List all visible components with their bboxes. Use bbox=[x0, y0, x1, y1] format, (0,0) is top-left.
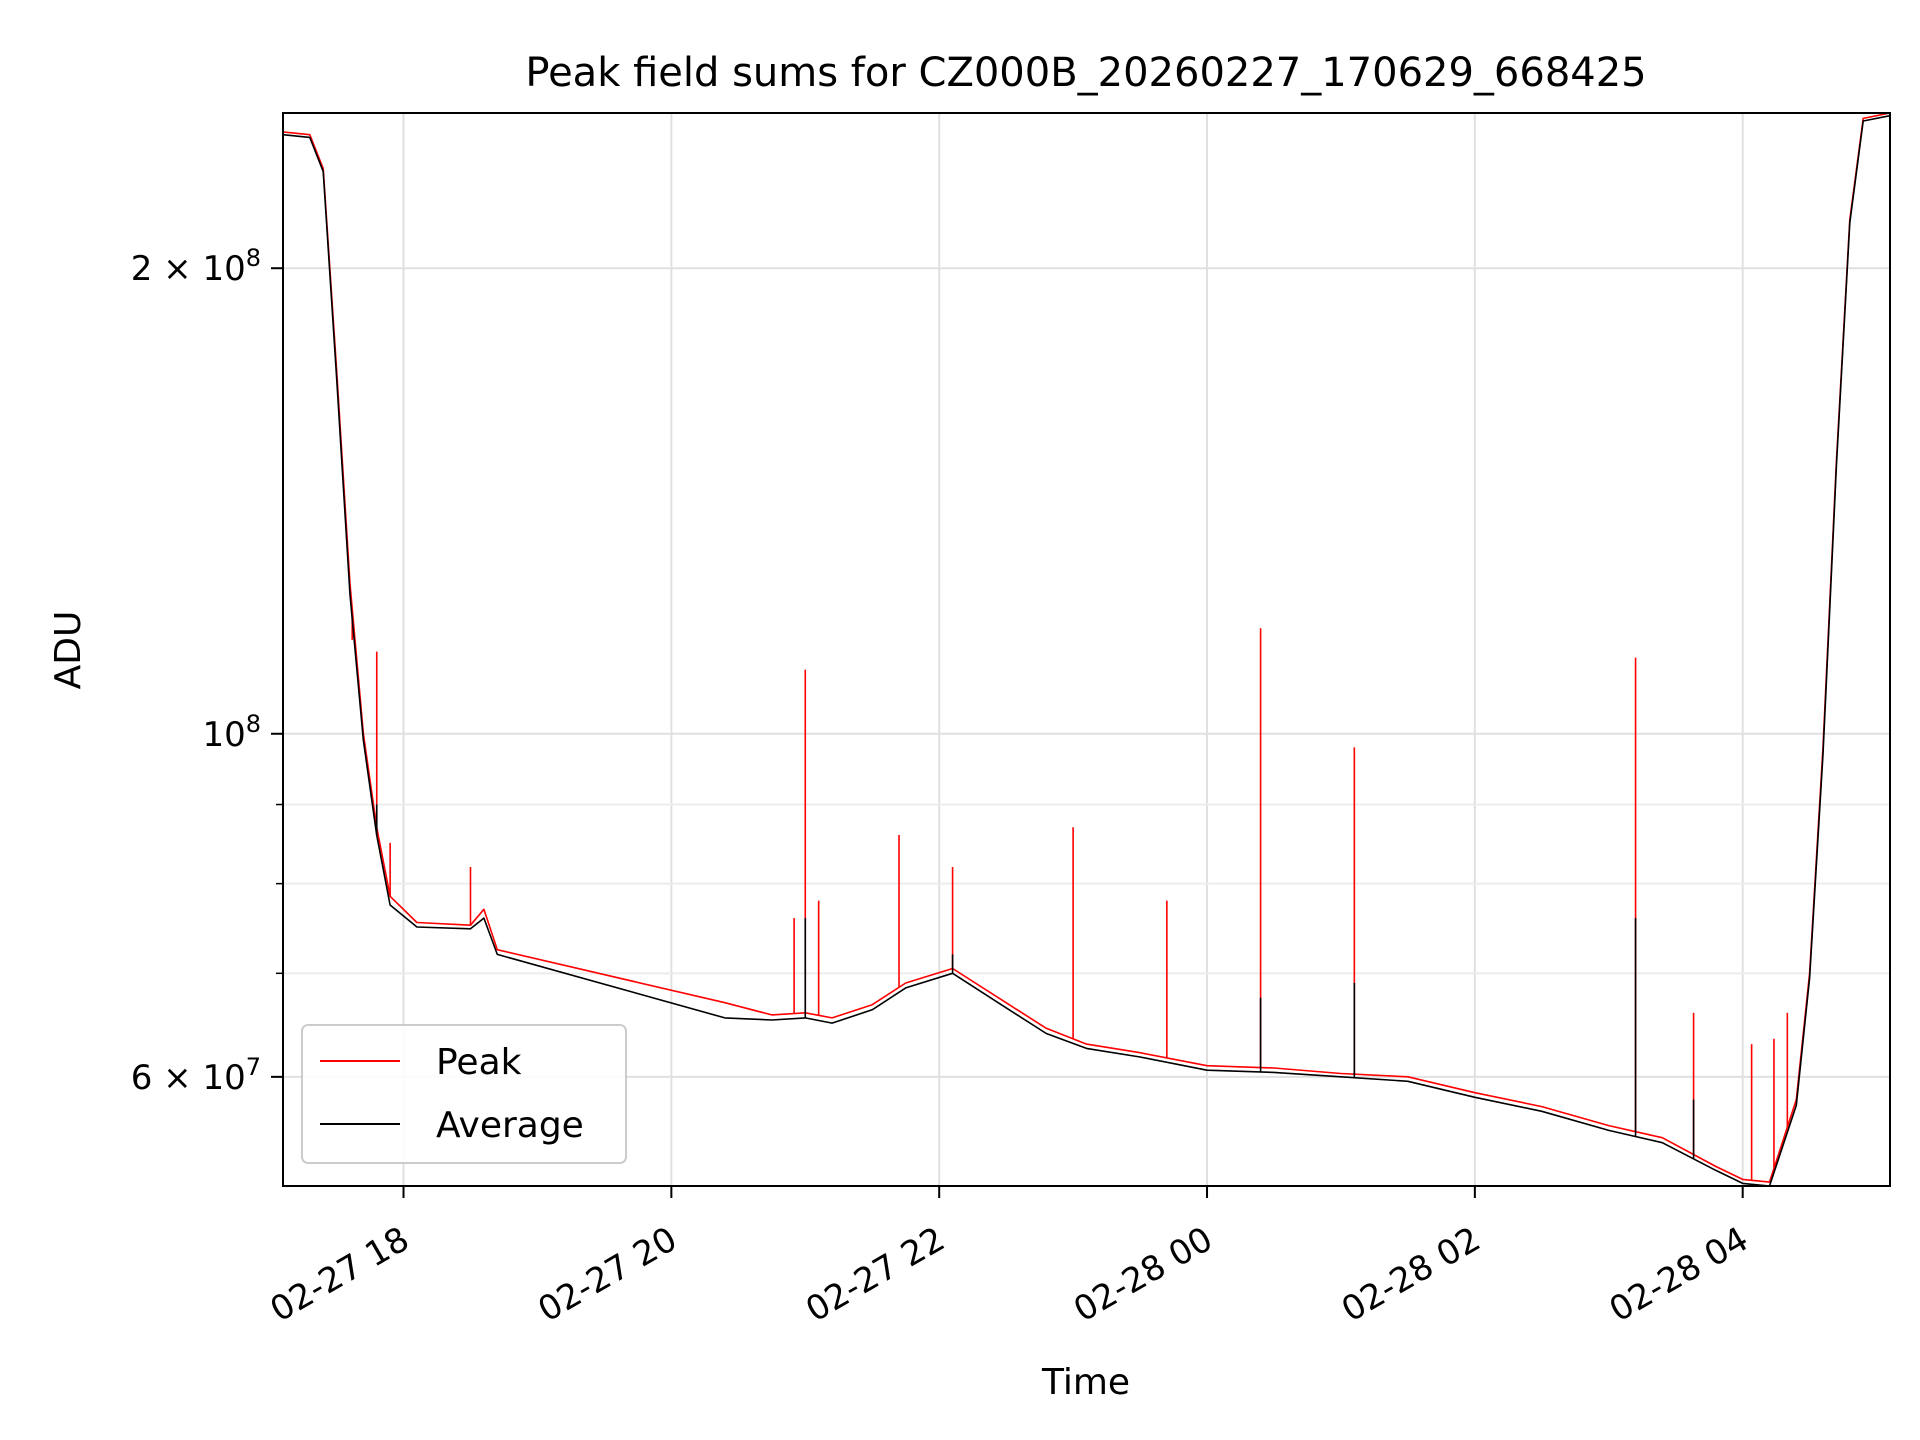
series-line-average bbox=[282, 114, 1891, 1187]
y-axis-label: ADU bbox=[48, 611, 89, 690]
chart-title: Peak field sums for CZ000B_20260227_1706… bbox=[525, 50, 1646, 96]
axes-frame bbox=[282, 112, 1891, 1187]
y-tick-label: 2 × 108 bbox=[131, 244, 261, 289]
plot-area bbox=[282, 112, 1891, 1187]
series-line-peak bbox=[282, 112, 1891, 1183]
y-tick-label: 108 bbox=[202, 710, 261, 755]
y-tick-label: 6 × 107 bbox=[131, 1053, 261, 1098]
legend-box bbox=[301, 1024, 627, 1164]
legend-label-average: Average bbox=[436, 1105, 584, 1146]
legend: Peak Average bbox=[301, 1024, 627, 1164]
x-axis-label: Time bbox=[1041, 1362, 1130, 1403]
legend-label-peak: Peak bbox=[436, 1042, 522, 1083]
y-axis: 6 × 107 108 2 × 108 bbox=[131, 244, 283, 1098]
